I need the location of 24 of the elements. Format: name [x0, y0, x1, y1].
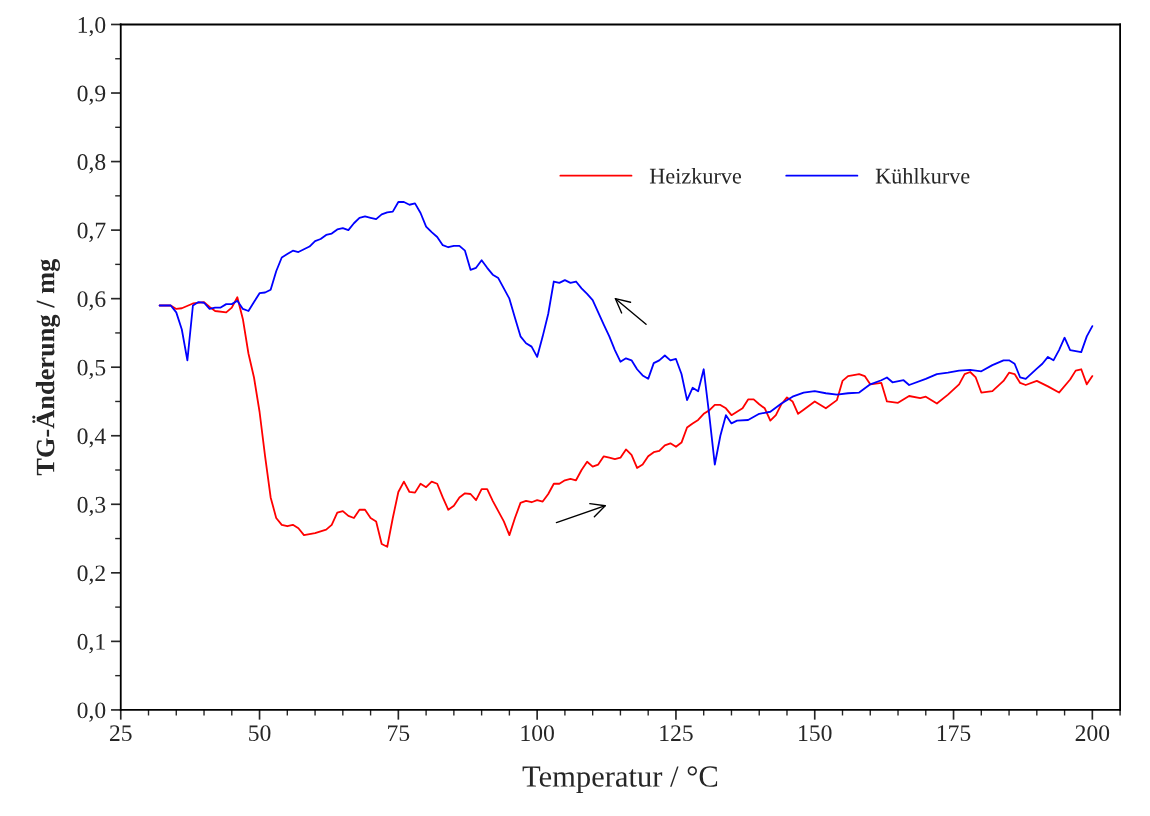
x-tick-label: 125 — [660, 725, 693, 742]
legend-label: Heizkurve — [649, 167, 742, 184]
y-tick-label: 1,0 — [78, 16, 106, 37]
x-tick-label: 200 — [1075, 725, 1110, 742]
x-tick-label: 100 — [521, 725, 554, 742]
x-tick-label: 50 — [249, 725, 271, 742]
y-axis-title: TG-Änderung / mg — [32, 258, 60, 476]
y-tick-label: 0,5 — [77, 359, 106, 380]
x-tick-label: 25 — [109, 725, 132, 742]
y-tick-label: 0,4 — [77, 428, 106, 448]
legend-label: Kühlkurve — [875, 167, 970, 184]
x-tick-label: 75 — [388, 725, 410, 742]
x-tick-label: 175 — [937, 725, 971, 742]
x-axis-title: Temperatur / °C — [522, 766, 718, 794]
y-tick-label: 0,6 — [77, 291, 106, 311]
y-tick-label: 0,2 — [77, 565, 105, 585]
x-tick-label: 150 — [799, 725, 832, 742]
y-tick-label: 0,7 — [77, 222, 106, 242]
y-tick-label: 0,1 — [77, 633, 105, 654]
y-tick-label: 0,9 — [77, 85, 106, 105]
line-series — [158, 201, 1094, 466]
y-tick-label: 0,3 — [77, 496, 106, 517]
y-tick-label: 0,8 — [77, 154, 106, 174]
y-tick-label: 0,0 — [77, 702, 106, 722]
